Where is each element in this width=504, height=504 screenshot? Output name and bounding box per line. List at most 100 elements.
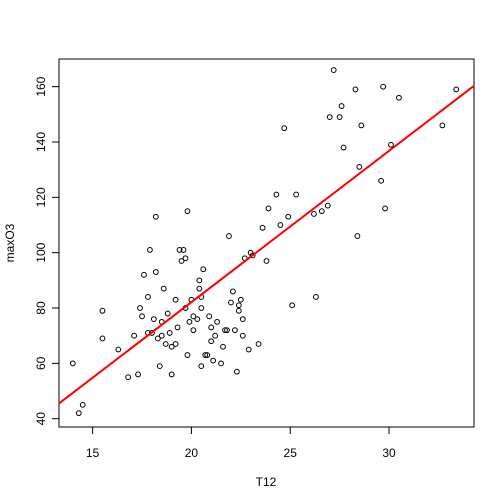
data-point bbox=[202, 352, 209, 358]
data-point bbox=[184, 352, 191, 358]
data-point bbox=[249, 252, 256, 259]
data-point bbox=[75, 410, 82, 417]
data-point bbox=[218, 360, 224, 367]
data-point bbox=[69, 360, 76, 367]
data-point bbox=[180, 247, 187, 253]
data-point bbox=[147, 247, 153, 253]
data-point bbox=[233, 368, 240, 375]
data-point bbox=[453, 86, 460, 93]
regression-line bbox=[58, 85, 475, 405]
data-point bbox=[172, 296, 179, 303]
data-point bbox=[396, 94, 402, 101]
data-point bbox=[235, 302, 242, 309]
data-point bbox=[326, 114, 333, 121]
data-point bbox=[79, 401, 86, 408]
data-point bbox=[162, 341, 169, 347]
y-axis-label: maxO3 bbox=[3, 223, 17, 262]
y-tick-label: 160 bbox=[34, 76, 48, 96]
data-point bbox=[338, 103, 345, 109]
data-point bbox=[281, 125, 288, 132]
data-point bbox=[145, 294, 151, 300]
data-point bbox=[318, 208, 325, 215]
data-point bbox=[378, 177, 385, 184]
data-point bbox=[289, 302, 296, 309]
data-point bbox=[200, 266, 207, 273]
data-point bbox=[182, 255, 189, 262]
data-point bbox=[277, 222, 284, 228]
data-point bbox=[204, 352, 211, 358]
data-point bbox=[99, 335, 106, 342]
data-point bbox=[168, 343, 175, 350]
data-point bbox=[125, 374, 132, 381]
data-point bbox=[164, 310, 171, 317]
data-point bbox=[208, 338, 215, 345]
data-point bbox=[206, 313, 213, 320]
data-point bbox=[263, 258, 270, 264]
y-tick-label: 60 bbox=[34, 356, 48, 370]
data-point bbox=[330, 67, 337, 73]
data-point bbox=[208, 324, 215, 331]
y-axis: 40 60 80 100 120 140 160 bbox=[34, 76, 59, 425]
data-point bbox=[139, 313, 145, 320]
data-point bbox=[176, 247, 183, 253]
data-point bbox=[231, 327, 238, 334]
data-point bbox=[239, 332, 246, 339]
data-point bbox=[239, 316, 246, 322]
data-point bbox=[228, 299, 234, 306]
data-point bbox=[356, 164, 363, 170]
data-point bbox=[210, 357, 217, 364]
data-point bbox=[255, 341, 262, 347]
data-point bbox=[311, 211, 317, 217]
data-point bbox=[152, 269, 159, 275]
y-tick-label: 80 bbox=[34, 301, 48, 315]
data-point bbox=[212, 332, 219, 339]
data-point bbox=[265, 205, 272, 212]
x-tick-label: 20 bbox=[185, 446, 199, 460]
data-point bbox=[178, 258, 185, 264]
data-point bbox=[135, 371, 141, 378]
data-point bbox=[131, 332, 137, 339]
y-tick-label: 120 bbox=[34, 187, 48, 207]
data-point bbox=[336, 114, 343, 121]
data-point bbox=[115, 346, 122, 353]
data-point bbox=[293, 191, 300, 198]
data-point bbox=[172, 341, 179, 347]
data-point bbox=[174, 324, 181, 331]
data-point bbox=[439, 122, 446, 129]
data-point bbox=[285, 213, 292, 220]
data-point bbox=[137, 305, 143, 311]
data-point bbox=[168, 371, 175, 378]
data-point bbox=[158, 332, 165, 339]
data-point bbox=[198, 305, 205, 311]
data-point bbox=[190, 313, 197, 320]
x-tick-label: 30 bbox=[382, 446, 396, 460]
data-point bbox=[190, 327, 197, 334]
x-tick-label: 25 bbox=[284, 446, 298, 460]
data-point bbox=[340, 144, 347, 151]
data-point bbox=[220, 343, 226, 350]
x-tick-label: 15 bbox=[86, 446, 100, 460]
data-point bbox=[160, 285, 167, 292]
data-point bbox=[273, 191, 280, 198]
data-point bbox=[235, 307, 242, 314]
data-point bbox=[156, 363, 163, 370]
data-point bbox=[166, 330, 173, 336]
data-point bbox=[358, 122, 365, 129]
data-point bbox=[154, 335, 161, 342]
y-tick-label: 140 bbox=[34, 132, 48, 152]
data-point bbox=[141, 271, 147, 278]
x-axis-label: T12 bbox=[256, 475, 277, 489]
data-point bbox=[313, 294, 319, 300]
data-point bbox=[354, 233, 361, 239]
data-point bbox=[186, 318, 193, 325]
data-point bbox=[194, 316, 201, 322]
data-point bbox=[198, 363, 205, 370]
data-point bbox=[380, 83, 386, 90]
data-point bbox=[196, 285, 203, 292]
data-point bbox=[99, 307, 106, 314]
data-point bbox=[245, 346, 252, 353]
plot-frame bbox=[58, 58, 475, 428]
data-point bbox=[184, 208, 191, 215]
data-point bbox=[388, 141, 394, 148]
